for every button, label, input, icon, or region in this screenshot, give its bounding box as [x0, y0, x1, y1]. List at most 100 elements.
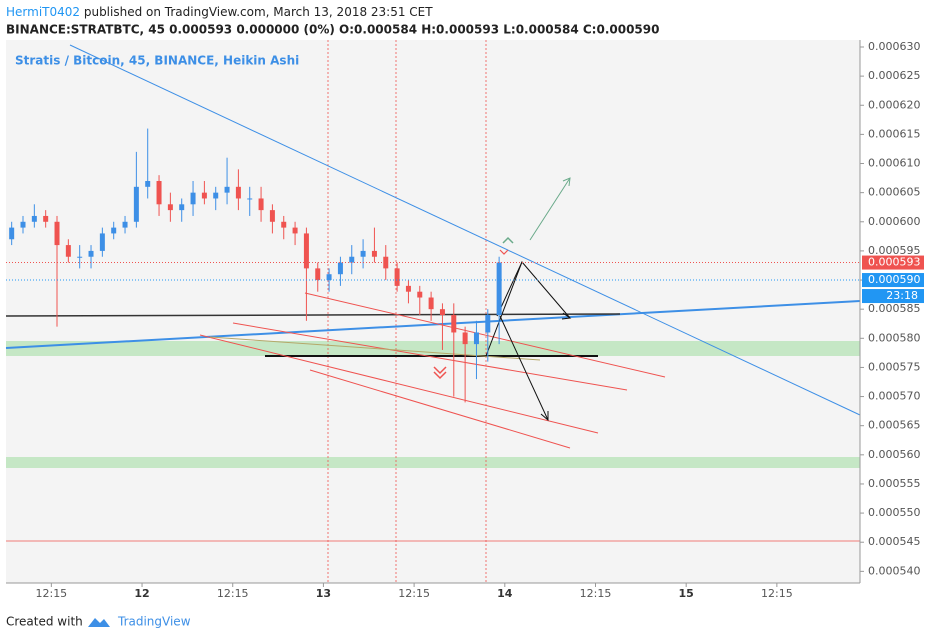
y-tick-label: 0.000545 — [868, 535, 921, 548]
candle-body — [349, 256, 355, 263]
candle-body — [88, 250, 94, 257]
channel — [309, 369, 571, 449]
candle-body — [473, 332, 479, 345]
arrowhead — [561, 312, 572, 320]
x-tick-label: 13 — [316, 587, 331, 600]
price-tag-label: 0.000593 — [868, 256, 921, 269]
candle-body — [315, 268, 321, 281]
candle-body — [77, 256, 83, 258]
symbol-line: BINANCE:STRATBTC, 45 0.000593 0.000000 (… — [6, 23, 659, 37]
x-tick-label: 12 — [134, 587, 149, 600]
candle-body — [179, 204, 185, 211]
chart-title: Stratis / Bitcoin, 45, BINANCE, Heikin A… — [15, 54, 299, 68]
candle-body — [439, 309, 445, 315]
candle-body — [20, 221, 26, 228]
x-tick-label: 12:15 — [761, 587, 793, 600]
trendline — [5, 300, 861, 349]
arrow — [499, 315, 549, 421]
candle-body — [394, 268, 400, 286]
y-tick-label: 0.000600 — [868, 215, 921, 228]
candle-body — [145, 180, 151, 187]
candle-body — [224, 186, 230, 193]
y-tick-label: 0.000540 — [868, 564, 921, 577]
candle-body — [451, 314, 457, 333]
y-tick-label: 0.000595 — [868, 244, 921, 257]
candle-body — [201, 192, 207, 199]
footer-brand: TradingView — [117, 615, 191, 629]
chevron — [502, 236, 514, 244]
candle-body — [337, 262, 343, 275]
y-tick-label: 0.000575 — [868, 360, 921, 373]
candle-body — [99, 233, 105, 251]
x-tick-label: 12:15 — [35, 587, 67, 600]
y-tick-label: 0.000565 — [868, 419, 921, 432]
y-tick-label: 0.000585 — [868, 302, 921, 315]
channel — [232, 322, 628, 391]
chevron — [433, 371, 447, 380]
candle-body — [428, 297, 434, 310]
price-tag-label: 0.000590 — [868, 273, 921, 286]
channel — [304, 292, 666, 378]
chevron — [433, 366, 447, 375]
candle-body — [303, 233, 309, 269]
candle-body — [43, 215, 49, 222]
x-tick-label: 14 — [497, 587, 513, 600]
arrowhead — [540, 411, 549, 422]
x-tick-label: 15 — [679, 587, 694, 600]
zone — [6, 457, 860, 468]
candle-body — [485, 314, 491, 333]
price-tag — [862, 273, 924, 288]
y-tick-label: 0.000625 — [868, 69, 921, 82]
candle-body — [190, 192, 196, 205]
candle-body — [156, 180, 162, 205]
candle-body — [65, 245, 71, 257]
x-tick-label: 12:15 — [398, 587, 430, 600]
candle-body — [122, 221, 128, 228]
y-tick-label: 0.000555 — [868, 477, 921, 490]
countdown: 23:18 — [886, 289, 918, 302]
candle-body — [496, 262, 502, 315]
footer-created: Created with — [6, 615, 83, 629]
candle-body — [235, 186, 241, 199]
candle-body — [269, 210, 275, 222]
candle-body — [258, 198, 264, 211]
candle-body — [462, 332, 468, 345]
candle-body — [133, 186, 139, 222]
y-tick-label: 0.000560 — [868, 448, 921, 461]
candle-body — [31, 215, 37, 222]
drawings — [5, 40, 861, 583]
x-tick-label: 12:15 — [580, 587, 612, 600]
header-line: HermiT0402 published on TradingView.com,… — [6, 5, 433, 19]
y-tick-label: 0.000580 — [868, 331, 921, 344]
trendline — [69, 44, 861, 416]
hline — [5, 313, 621, 317]
candle-body — [54, 221, 60, 246]
channel — [209, 336, 541, 361]
author: HermiT0402 — [6, 5, 80, 19]
x-tick-label: 12:15 — [217, 587, 249, 600]
chevron — [499, 249, 509, 255]
y-tick-label: 0.000550 — [868, 506, 921, 519]
candle-body — [9, 227, 15, 240]
candle-body — [281, 221, 287, 228]
candle-body — [111, 227, 117, 234]
y-tick-label: 0.000605 — [868, 186, 921, 199]
candle-body — [292, 227, 298, 234]
channel — [199, 334, 599, 434]
candle-body — [371, 250, 377, 257]
candle-body — [383, 256, 389, 269]
candle-body — [360, 250, 366, 257]
candle-body — [213, 192, 219, 199]
published: published on TradingView.com, March 13, … — [80, 5, 433, 19]
y-tick-label: 0.000615 — [868, 127, 921, 140]
y-tick-label: 0.000630 — [868, 40, 921, 53]
price-tag — [862, 255, 924, 270]
zone — [6, 341, 860, 356]
logo — [88, 618, 110, 627]
candle-body — [417, 291, 423, 298]
y-tick-label: 0.000620 — [868, 98, 921, 111]
y-tick-label: 0.000610 — [868, 157, 921, 170]
candle-body — [326, 274, 332, 281]
